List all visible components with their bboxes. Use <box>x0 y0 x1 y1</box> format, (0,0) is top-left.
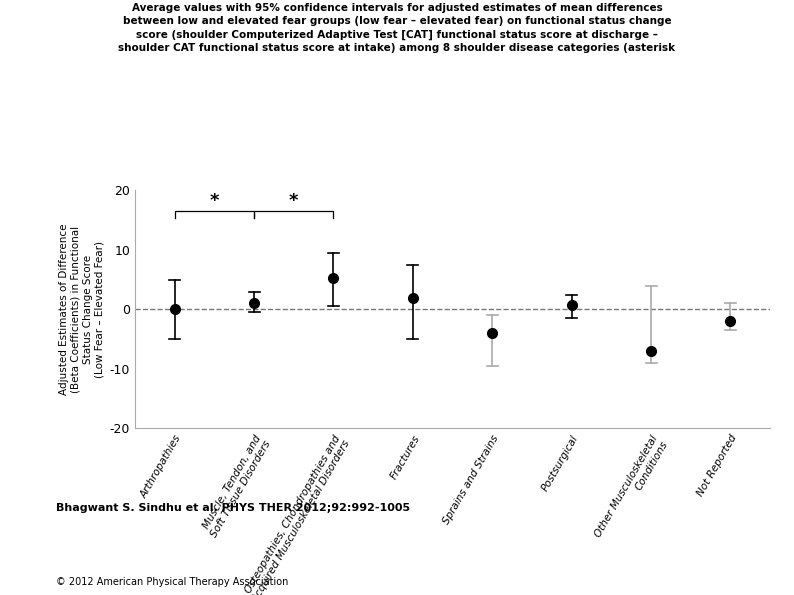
Text: © 2012 American Physical Therapy Association: © 2012 American Physical Therapy Associa… <box>56 577 288 587</box>
Text: Average values with 95% confidence intervals for adjusted estimates of mean diff: Average values with 95% confidence inter… <box>118 3 676 53</box>
Text: *: * <box>289 192 299 210</box>
Text: Bhagwant S. Sindhu et al. PHYS THER 2012;92:992-1005: Bhagwant S. Sindhu et al. PHYS THER 2012… <box>56 503 410 513</box>
Y-axis label: Adjusted Estimates of Difference
(Beta Coefficients) in Functional
Status Change: Adjusted Estimates of Difference (Beta C… <box>60 224 104 395</box>
Text: *: * <box>210 192 219 210</box>
